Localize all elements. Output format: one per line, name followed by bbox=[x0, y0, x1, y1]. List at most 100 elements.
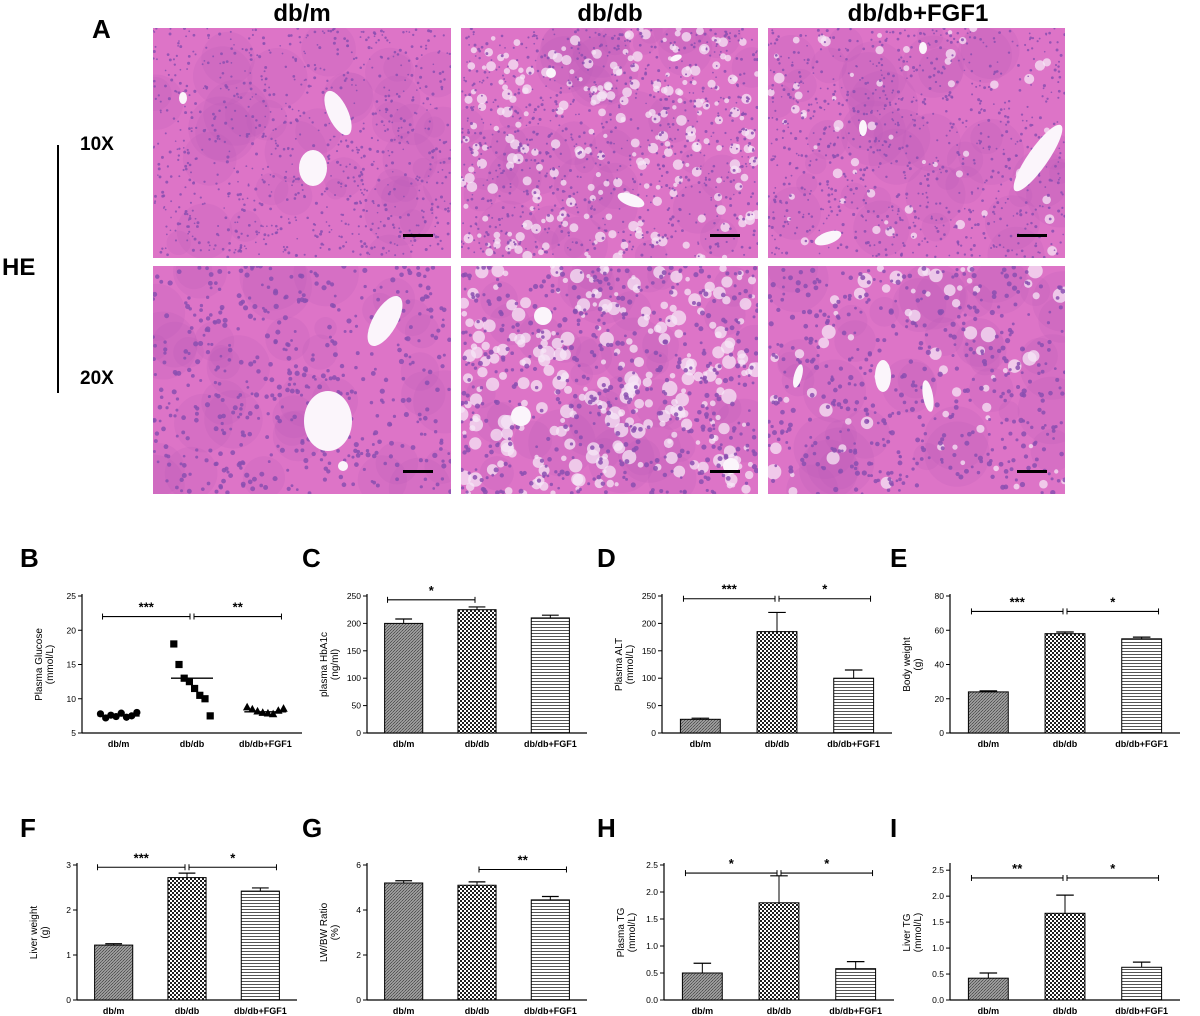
point-dbdb-fgf1 bbox=[268, 709, 278, 718]
point-dbdb-fgf1 bbox=[279, 704, 288, 712]
y-tick-label: 150 bbox=[642, 646, 656, 656]
significance-label: * bbox=[429, 583, 435, 598]
significance-label: *** bbox=[1010, 594, 1026, 609]
bar-dbdb-fgf1 bbox=[1121, 638, 1163, 734]
micrograph-dbdb-10x bbox=[461, 28, 758, 258]
chart-f: F 0 1 2 3 Liver weight(g) db/m db/db db/db+FGF1 *… bbox=[20, 813, 297, 1016]
y-tick-label: 1.0 bbox=[646, 941, 658, 951]
y-tick-label: 80 bbox=[935, 591, 945, 601]
x-tick-label-dbm: db/m bbox=[978, 739, 1000, 749]
point-dbdb bbox=[185, 678, 193, 686]
scale-bar bbox=[403, 234, 433, 237]
bar-dbdb-fgf1 bbox=[530, 899, 570, 1001]
column-title-dbdb: db/db bbox=[577, 0, 643, 27]
bar-dbdb bbox=[167, 877, 207, 1001]
y-axis-label: plasma HbA1c(ng/ml) bbox=[319, 632, 341, 697]
y-axis-label-line: LW/BW Ratio bbox=[319, 902, 330, 962]
y-tick-label: 2.0 bbox=[646, 887, 658, 897]
y-tick-label: 0.0 bbox=[646, 995, 658, 1005]
column-title-dbm: db/m bbox=[273, 0, 331, 27]
significance-label: * bbox=[824, 856, 830, 871]
point-dbdb-fgf1 bbox=[242, 702, 252, 711]
y-tick-label: 4 bbox=[356, 905, 361, 915]
y-tick-label: 2 bbox=[66, 905, 71, 915]
x-tick-label-dbdb-fgf1: db/db+FGF1 bbox=[524, 1006, 577, 1016]
panel-b-letter: B bbox=[20, 543, 39, 573]
bar-dbdb bbox=[1044, 633, 1086, 734]
significance-label: ** bbox=[233, 600, 244, 615]
row-label-20x: 20X bbox=[80, 368, 114, 389]
bar-dbdb bbox=[1044, 912, 1086, 1001]
y-tick-label: 3 bbox=[66, 860, 71, 870]
significance-label: * bbox=[822, 582, 828, 597]
bar-dbdb bbox=[756, 631, 798, 734]
y-axis-label-line: Liver weight bbox=[29, 906, 40, 960]
panel-h-letter: H bbox=[597, 813, 616, 843]
y-axis-label-line: (mmol/L) bbox=[45, 645, 56, 684]
x-tick-label-dbm: db/m bbox=[103, 1006, 125, 1016]
y-axis-label-line: (mmol/L) bbox=[627, 913, 638, 952]
y-axis-label-line: Body weight bbox=[902, 637, 913, 692]
bar-dbm bbox=[681, 972, 723, 1001]
y-tick-label: 0 bbox=[66, 995, 71, 1005]
y-axis-label: Body weight(g) bbox=[902, 637, 924, 692]
scale-bar bbox=[710, 234, 740, 237]
x-tick-label-dbdb: db/db bbox=[175, 1006, 200, 1016]
scale-bar bbox=[403, 470, 433, 473]
panel-i-letter: I bbox=[890, 813, 897, 843]
y-tick-label: 2.0 bbox=[932, 891, 944, 901]
y-tick-label: 150 bbox=[347, 646, 361, 656]
y-axis-label-line: Plasma ALT bbox=[614, 638, 625, 691]
chart-d: D 0 50 100 150 200 250 Plasma ALT(mmol/L) db/m db… bbox=[597, 543, 892, 749]
y-tick-label: 0.0 bbox=[932, 995, 944, 1005]
y-tick-label: 50 bbox=[647, 701, 657, 711]
y-tick-label: 20 bbox=[935, 694, 945, 704]
bar-dbdb-fgf1 bbox=[1121, 966, 1163, 1001]
y-tick-label: 200 bbox=[347, 618, 361, 628]
y-axis-label-line: (g) bbox=[40, 926, 51, 938]
y-tick-label: 0 bbox=[939, 728, 944, 738]
y-tick-label: 0.5 bbox=[932, 969, 944, 979]
y-tick-label: 1.5 bbox=[932, 917, 944, 927]
y-axis-label-line: (mmol/L) bbox=[625, 645, 636, 684]
significance-label: * bbox=[1110, 594, 1116, 609]
x-tick-label-dbdb: db/db bbox=[465, 739, 490, 749]
point-dbdb bbox=[196, 691, 204, 699]
y-tick-label: 10 bbox=[67, 694, 77, 704]
x-tick-label-dbdb-fgf1: db/db+FGF1 bbox=[1115, 1006, 1168, 1016]
point-dbm bbox=[133, 708, 141, 717]
y-tick-label: 60 bbox=[935, 625, 945, 635]
significance-label: * bbox=[230, 850, 236, 865]
panel-g-letter: G bbox=[302, 813, 322, 843]
chart-i: I 0.0 0.5 1.0 1.5 2.0 2.5 Liver TG(mmol/L) db/m d… bbox=[890, 813, 1180, 1016]
point-dbdb-fgf1 bbox=[263, 708, 273, 717]
row-label-10x: 10X bbox=[80, 134, 114, 155]
panel-d-letter: D bbox=[597, 543, 616, 573]
bar-dbm bbox=[94, 944, 134, 1001]
y-axis-label-line: Plasma TG bbox=[616, 907, 627, 957]
y-tick-label: 5 bbox=[71, 728, 76, 738]
y-axis-label: Liver TG(mmol/L) bbox=[902, 913, 924, 952]
chart-e: E 0 20 40 60 80 Body weight(g) db/m db/db db/db+F… bbox=[890, 543, 1180, 749]
scale-bar bbox=[1017, 234, 1047, 237]
he-stain-label: HE bbox=[2, 254, 36, 281]
y-axis-label: Plasma TG(mmol/L) bbox=[616, 907, 638, 957]
y-tick-label: 250 bbox=[642, 591, 656, 601]
y-tick-label: 2 bbox=[356, 950, 361, 960]
x-tick-label-dbdb: db/db bbox=[1053, 1006, 1078, 1016]
y-axis-label-line: (ng/ml) bbox=[330, 649, 341, 680]
point-dbdb-fgf1 bbox=[248, 704, 257, 713]
x-tick-label-dbdb-fgf1: db/db+FGF1 bbox=[1115, 739, 1168, 749]
micrograph-dbdb-20x bbox=[461, 266, 758, 494]
bar-dbm bbox=[679, 718, 721, 734]
micrograph-dbm-10x bbox=[153, 28, 451, 258]
x-tick-label-dbm: db/m bbox=[393, 1006, 415, 1016]
significance-label: * bbox=[1110, 861, 1116, 876]
y-tick-label: 1.5 bbox=[646, 914, 658, 924]
chart-g: G 0 2 4 6 LW/BW Ratio(%) db/m db/db db/db+FGF1 ** bbox=[302, 813, 587, 1016]
y-tick-label: 200 bbox=[642, 618, 656, 628]
chart-h: H 0.0 0.5 1.0 1.5 2.0 2.5 Plasma TG(mmol/L) db/m… bbox=[597, 813, 894, 1016]
point-dbdb bbox=[191, 684, 199, 693]
y-tick-label: 100 bbox=[347, 673, 361, 683]
y-tick-label: 2.5 bbox=[932, 865, 944, 875]
